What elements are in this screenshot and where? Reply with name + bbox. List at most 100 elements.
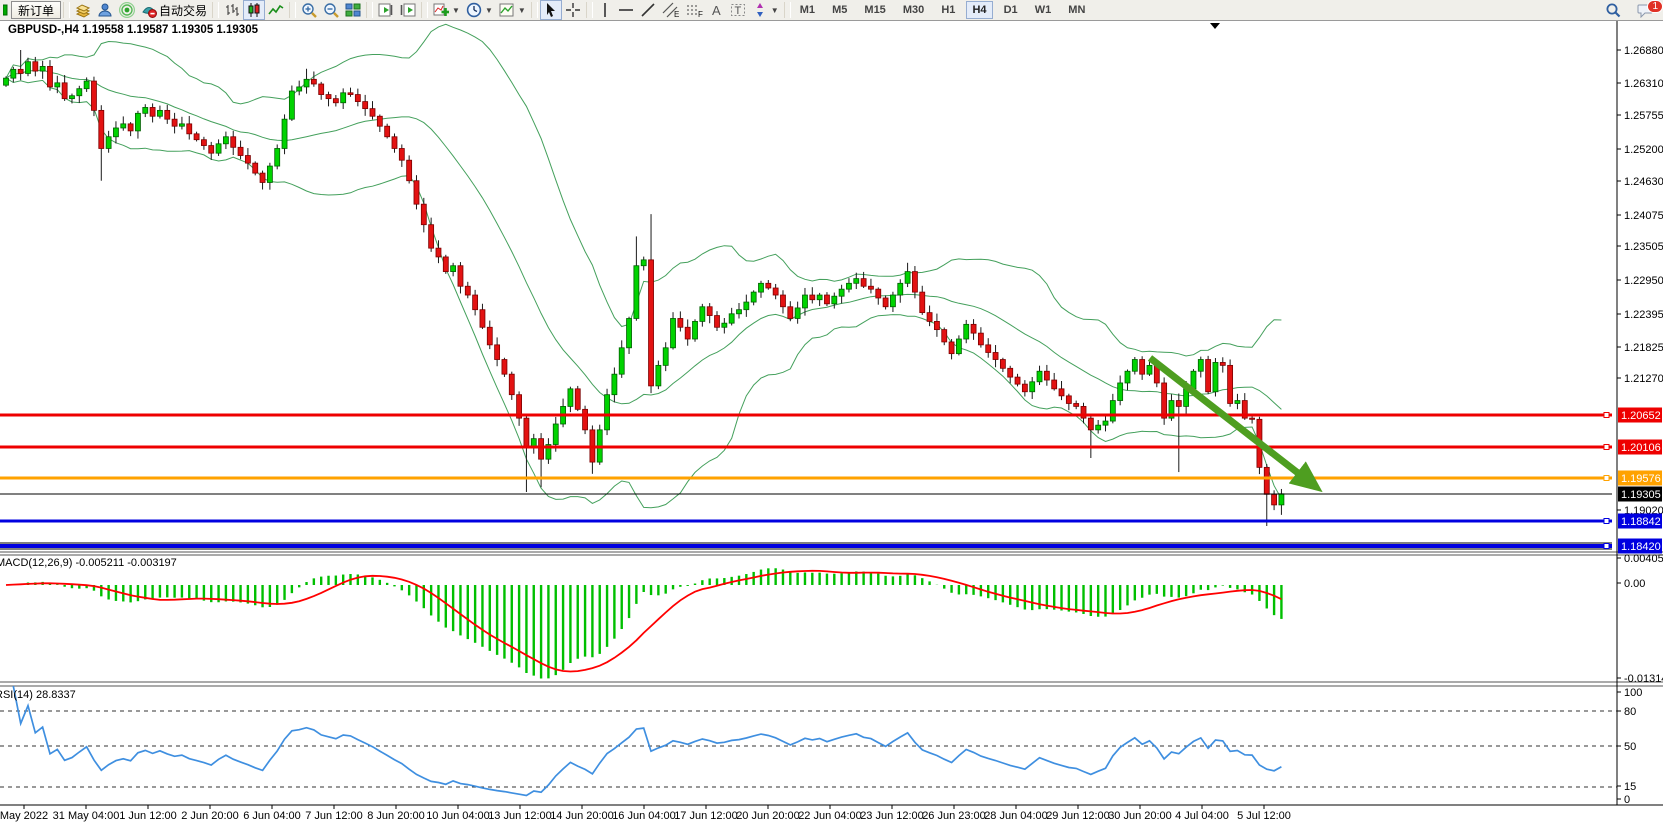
tab-h4[interactable]: H4 [966,1,993,19]
tab-d1[interactable]: D1 [1003,4,1018,16]
tab-m30[interactable]: M30 [902,4,925,16]
notifications-button[interactable]: 1 [1634,0,1663,20]
dropdown-arrow-icon: ▼ [517,5,526,15]
candlestick-series [3,50,1285,526]
search-icon [1606,3,1621,18]
market-depth-icon [75,4,91,18]
price-axis-tick: 1.24075 [1624,210,1663,222]
vertical-line-tool[interactable] [595,0,615,20]
price-tag-label: 1.19576 [1621,473,1661,485]
cursor-tool-button[interactable] [539,0,562,20]
tile-windows-icon [345,3,361,17]
toolbar-separator [366,2,374,18]
new-order-button[interactable]: 新订单 [11,1,62,19]
rsi-scale-tick: 15 [1624,781,1636,793]
text-label-icon: T [730,4,745,17]
toolbar-right-group: 1 [1602,0,1663,20]
profile-next-button[interactable] [397,0,419,20]
svg-text:F: F [698,10,703,18]
price-tag-label: 1.18842 [1621,516,1661,528]
time-axis-label: May 2022 [0,810,48,822]
text-label-tool[interactable]: T [727,0,749,20]
line-chart-button[interactable] [265,0,287,20]
level-handle [1603,412,1610,418]
trend-line-tool[interactable] [637,0,659,20]
market-depth-button[interactable] [72,0,94,20]
toolbar-separator [289,2,297,18]
tab-m1[interactable]: M1 [799,4,815,16]
time-axis-label: 10 Jun 04:00 [426,810,490,822]
tab-h1[interactable]: H1 [941,4,956,16]
price-tag-1.19305 [1618,486,1662,502]
tab-m5[interactable]: M5 [832,4,848,16]
tile-windows-button[interactable] [342,0,364,20]
zoom-in-button[interactable] [298,0,320,20]
time-axis-label: 23 Jun 12:00 [860,810,924,822]
text-tool[interactable]: A [707,0,727,20]
autotrading-icon [142,7,158,18]
arrow-objects-tool[interactable]: ▼ [749,0,782,20]
profile-prev-button[interactable] [375,0,397,20]
price-tag-label: 1.20106 [1621,442,1661,454]
price-axis-tick: 1.22395 [1624,309,1663,321]
price-axis-tick: 1.23505 [1624,241,1663,253]
zoom-out-button[interactable] [320,0,342,20]
vertical-line-icon [603,3,606,17]
main-price-panel [5,23,1282,509]
autotrading-button[interactable]: 自动交易 [138,0,210,20]
zoom-out-icon [324,3,339,18]
price-axis-tick: 1.25755 [1624,110,1663,122]
bar-chart-button[interactable] [221,0,243,20]
time-axis-label: 2 Jun 20:00 [181,810,239,822]
trend-arrow[interactable] [1147,355,1323,493]
periods-button[interactable]: ▼ [463,0,496,20]
crosshair-icon [565,3,580,17]
time-axis-label: 14 Jun 20:00 [550,810,614,822]
candle-chart-button[interactable] [243,0,266,20]
time-axis-label: 29 Jun 12:00 [1046,810,1110,822]
rsi-panel [0,685,1617,797]
price-tag-1.20106 [1618,439,1662,455]
chart-sliver-icon [0,0,11,20]
bar-chart-icon [226,4,240,16]
rsi-line [12,685,1282,797]
arrow-objects-icon [756,3,763,17]
tab-w1[interactable]: W1 [1034,4,1052,16]
fibonacci-tool[interactable]: F [683,0,707,20]
indicators-add-icon [433,3,450,16]
periods-clock-icon [466,2,482,18]
community-button[interactable] [94,0,116,20]
price-axis-tick: 1.24630 [1624,176,1663,188]
rsi-scale-tick: 100 [1624,687,1642,699]
crosshair-tool-button[interactable] [562,0,584,20]
chart-template-icon [499,3,514,17]
bollinger-middle-band [5,69,1282,410]
time-axis-label: 31 May 04:00 [53,810,120,822]
equidistant-channel-tool[interactable]: E [659,0,683,20]
line-chart-icon [268,4,284,15]
price-tag-label: 1.20652 [1621,410,1661,422]
time-axis-label: 30 Jun 20:00 [1108,810,1172,822]
templates-button[interactable]: ▼ [496,0,529,20]
toolbar-separator [783,2,791,18]
cursor-icon [546,3,555,17]
horizontal-line-tool[interactable] [615,0,637,20]
text-a-icon: A [712,3,721,18]
indicators-button[interactable]: ▼ [430,0,463,20]
tab-m15[interactable]: M15 [864,4,886,16]
macd-signal-line [5,569,1282,673]
tab-mn[interactable]: MN [1068,4,1086,16]
macd-scale-tick: 0.00 [1624,578,1645,590]
macd-panel [5,568,1283,679]
price-axis-tick: 1.26880 [1624,45,1663,57]
horizontal-line-icon [618,9,633,11]
dropdown-arrow-icon: ▼ [452,5,460,15]
search-button[interactable] [1602,0,1624,20]
price-tag-label: 1.19305 [1621,489,1661,501]
profile-prev-icon [378,3,393,17]
profile-next-icon [400,3,416,17]
signal-button[interactable] [116,0,138,20]
toolbar-separator [63,2,71,18]
price-axis-tick: 1.22950 [1624,275,1663,287]
